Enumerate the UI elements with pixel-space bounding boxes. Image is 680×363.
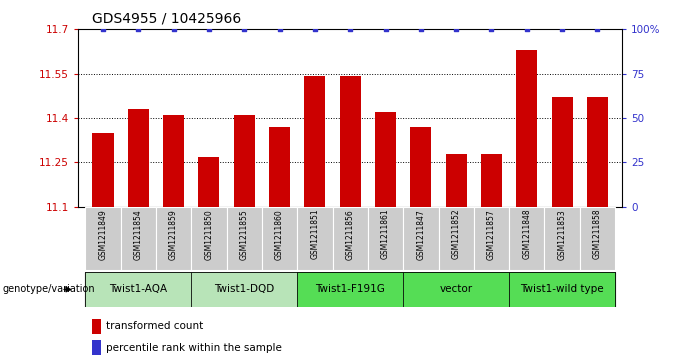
Point — [380, 26, 391, 32]
Bar — [516, 50, 537, 207]
Bar — [85, 272, 191, 307]
Point — [415, 26, 426, 32]
Point — [345, 26, 356, 32]
Text: GSM1211856: GSM1211856 — [345, 209, 355, 260]
Bar — [297, 272, 403, 307]
Bar — [481, 154, 502, 207]
Bar — [509, 272, 615, 307]
Text: GSM1211849: GSM1211849 — [99, 209, 107, 260]
Text: percentile rank within the sample: percentile rank within the sample — [106, 343, 282, 352]
Bar — [199, 156, 220, 207]
Bar — [297, 207, 333, 270]
Point — [309, 26, 320, 32]
Text: Twist1-wild type: Twist1-wild type — [520, 285, 604, 294]
Bar — [545, 207, 580, 270]
Bar — [580, 207, 615, 270]
Text: GSM1211858: GSM1211858 — [593, 209, 602, 260]
Text: genotype/variation: genotype/variation — [2, 285, 95, 294]
Text: Twist1-F191G: Twist1-F191G — [316, 285, 385, 294]
Bar — [92, 133, 114, 207]
Bar — [333, 207, 368, 270]
Text: GSM1211848: GSM1211848 — [522, 209, 531, 260]
Bar — [191, 207, 226, 270]
Text: Twist1-AQA: Twist1-AQA — [109, 285, 167, 294]
Bar — [234, 115, 255, 207]
Bar — [120, 207, 156, 270]
Bar — [410, 127, 431, 207]
Text: GSM1211853: GSM1211853 — [558, 209, 566, 260]
Bar — [474, 207, 509, 270]
Text: vector: vector — [439, 285, 473, 294]
Bar — [509, 207, 545, 270]
Bar — [85, 207, 120, 270]
Text: Twist1-DQD: Twist1-DQD — [214, 285, 274, 294]
Point — [557, 26, 568, 32]
Text: GSM1211847: GSM1211847 — [416, 209, 426, 260]
Point — [486, 26, 497, 32]
Bar — [304, 77, 326, 207]
Point — [97, 26, 108, 32]
Point — [451, 26, 462, 32]
Text: GSM1211851: GSM1211851 — [310, 209, 320, 260]
Point — [274, 26, 285, 32]
Bar — [191, 272, 297, 307]
Bar — [339, 77, 361, 207]
Point — [592, 26, 603, 32]
Point — [133, 26, 143, 32]
Bar — [445, 154, 466, 207]
Text: transformed count: transformed count — [106, 321, 203, 331]
Text: GSM1211859: GSM1211859 — [169, 209, 178, 260]
Bar — [226, 207, 262, 270]
Text: GSM1211860: GSM1211860 — [275, 209, 284, 260]
Bar — [269, 127, 290, 207]
Bar — [403, 272, 509, 307]
Point — [168, 26, 179, 32]
Point — [522, 26, 532, 32]
Bar — [551, 97, 573, 207]
Bar — [439, 207, 474, 270]
Point — [239, 26, 250, 32]
Text: GDS4955 / 10425966: GDS4955 / 10425966 — [92, 11, 241, 25]
Text: GSM1211854: GSM1211854 — [134, 209, 143, 260]
Bar — [587, 97, 608, 207]
Bar — [262, 207, 297, 270]
Text: GSM1211861: GSM1211861 — [381, 209, 390, 260]
Text: GSM1211855: GSM1211855 — [240, 209, 249, 260]
Point — [203, 26, 214, 32]
Text: GSM1211857: GSM1211857 — [487, 209, 496, 260]
Bar — [368, 207, 403, 270]
Text: GSM1211850: GSM1211850 — [205, 209, 214, 260]
Bar — [163, 115, 184, 207]
Bar — [375, 112, 396, 207]
Bar — [128, 109, 149, 207]
Text: GSM1211852: GSM1211852 — [452, 209, 460, 260]
Bar — [403, 207, 439, 270]
Bar — [156, 207, 191, 270]
